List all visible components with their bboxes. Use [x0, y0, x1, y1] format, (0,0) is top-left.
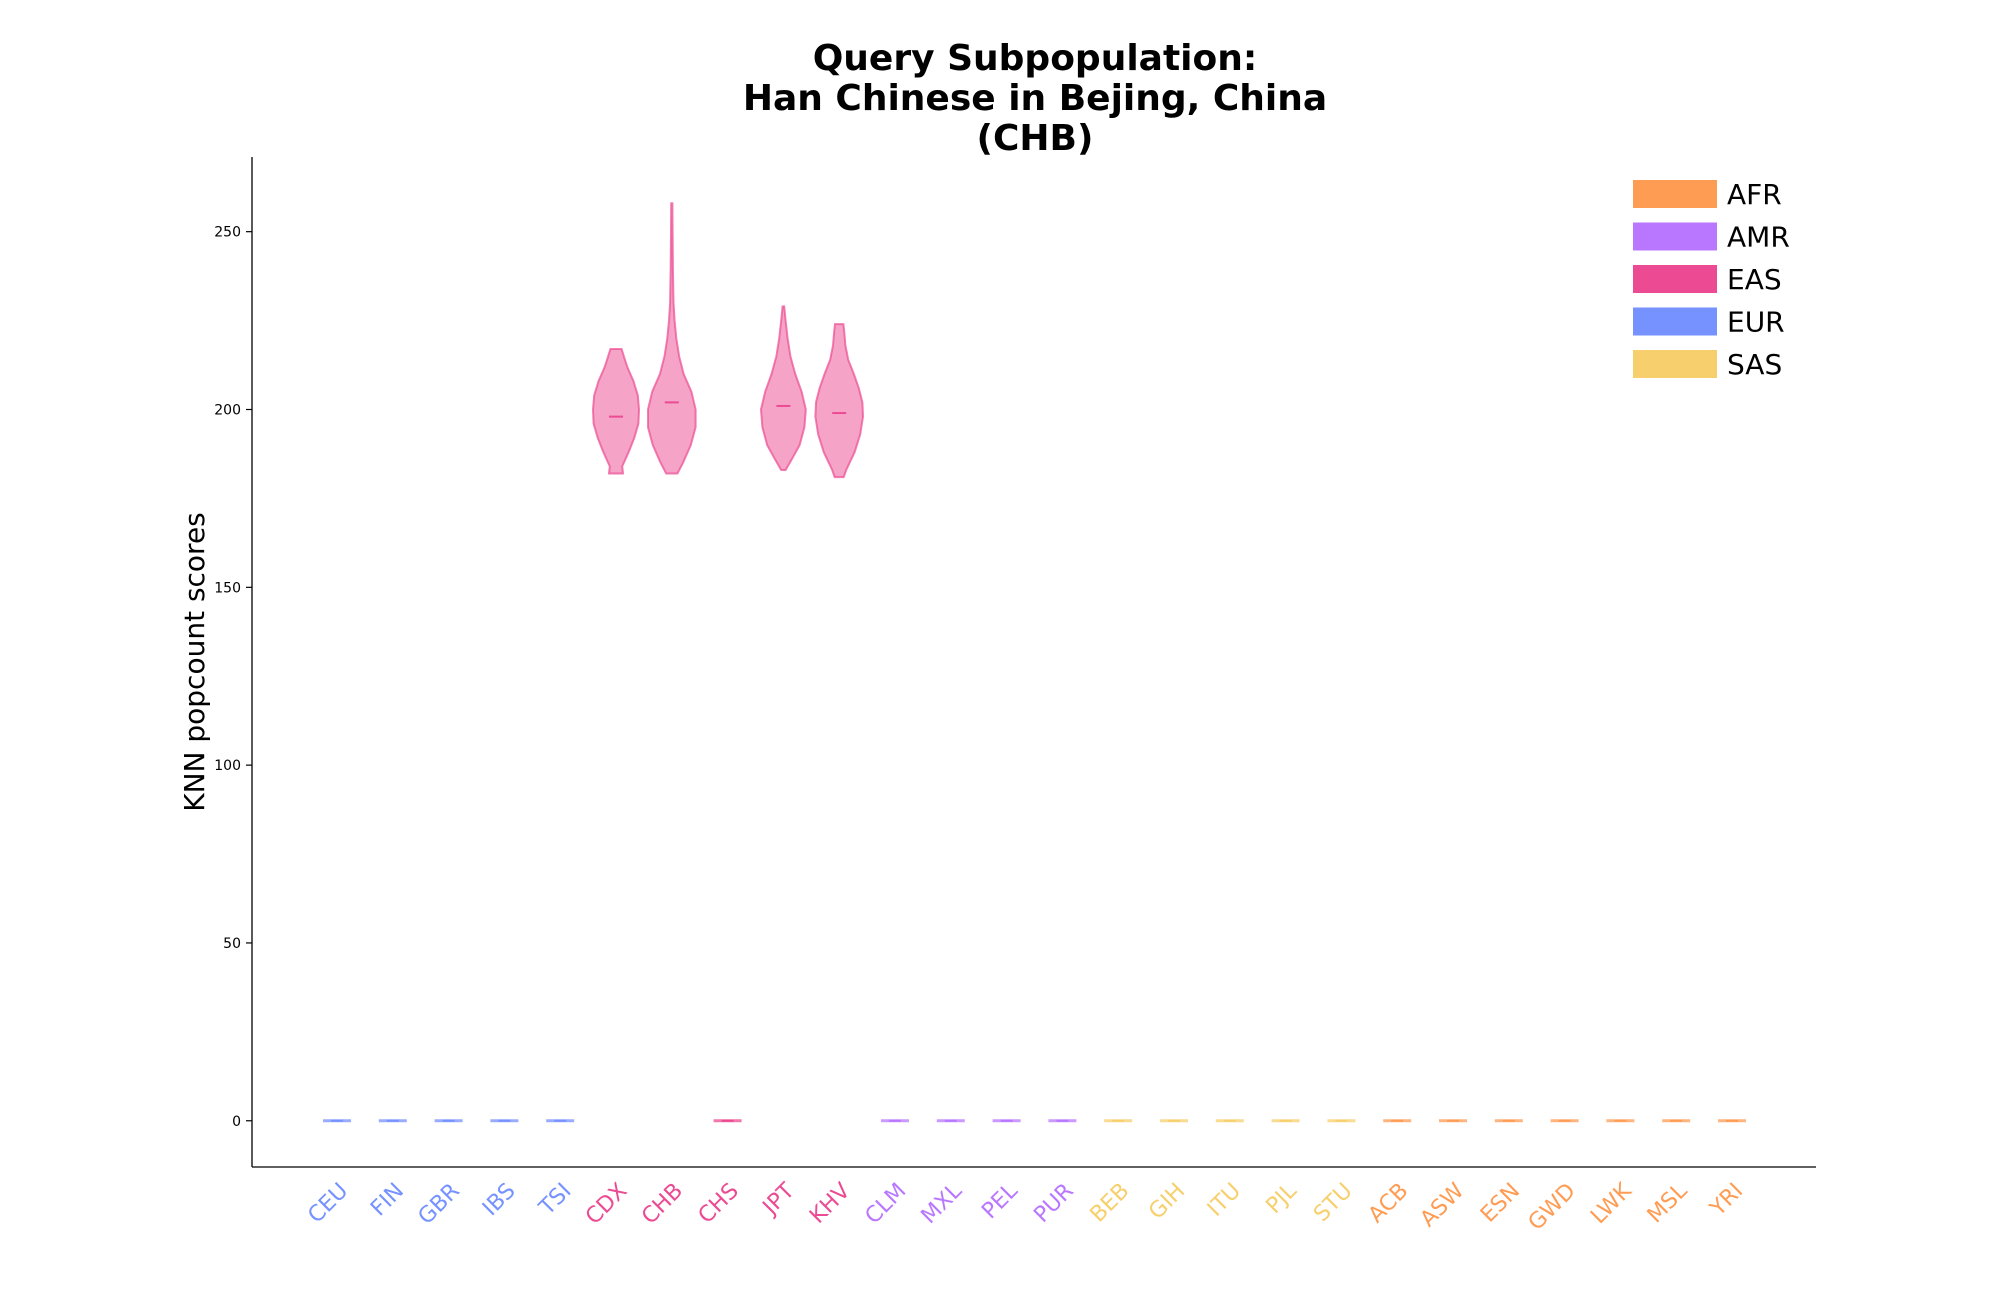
title-line-3: (CHB): [977, 118, 1094, 159]
x-tick-beb: BEB: [1086, 1179, 1135, 1228]
y-tick-label: 200: [214, 403, 241, 419]
x-tick-chb: CHB: [637, 1179, 688, 1230]
x-tick-ibs: IBS: [478, 1179, 521, 1222]
x-tick-chs: CHS: [694, 1179, 744, 1229]
x-tick-msl: MSL: [1643, 1178, 1693, 1228]
legend-label-eur: EUR: [1727, 306, 1785, 339]
legend-swatch-afr: [1633, 180, 1717, 208]
legend-swatch-sas: [1633, 350, 1717, 378]
x-tick-pjl: PJL: [1262, 1178, 1303, 1219]
x-tick-tsi: TSI: [534, 1179, 576, 1221]
x-tick-pur: PUR: [1029, 1179, 1078, 1228]
x-tick-stu: STU: [1309, 1179, 1357, 1227]
x-tick-itu: ITU: [1203, 1179, 1246, 1222]
legend-swatch-eur: [1633, 307, 1717, 336]
x-tick-pel: PEL: [977, 1178, 1023, 1224]
y-axis-label: KNN popcount scores: [178, 512, 211, 812]
legend-label-afr: AFR: [1727, 178, 1782, 211]
legend-swatch-amr: [1633, 222, 1717, 251]
x-tick-jpt: JPT: [757, 1178, 800, 1221]
y-tick-label: 150: [214, 580, 241, 596]
x-ticks: CEU FIN GBR IBS TSI CDX CHB CHS JPT KHV CLM MXL PEL P…: [303, 1178, 1748, 1236]
x-tick-yri: YRI: [1705, 1179, 1748, 1222]
chart-title: Query Subpopulation: Han Chinese in Beji…: [743, 38, 1327, 159]
x-tick-asw: ASW: [1416, 1178, 1470, 1232]
violin-jpt: [759, 305, 807, 471]
x-tick-ceu: CEU: [303, 1179, 353, 1229]
title-line-1: Query Subpopulation:: [813, 38, 1258, 79]
legend-swatch-eas: [1633, 265, 1717, 293]
x-tick-fin: FIN: [366, 1179, 409, 1222]
x-tick-cdx: CDX: [581, 1179, 632, 1230]
violin-khv: [814, 323, 865, 479]
x-tick-mxl: MXL: [917, 1178, 968, 1229]
x-tick-khv: KHV: [805, 1179, 855, 1229]
x-tick-gih: GIH: [1144, 1179, 1190, 1225]
legend-label-amr: AMR: [1727, 221, 1790, 254]
legend-label-sas: SAS: [1727, 348, 1782, 381]
y-tick-label: 100: [214, 758, 241, 774]
legend-label-eas: EAS: [1727, 263, 1782, 296]
x-tick-acb: ACB: [1364, 1179, 1414, 1229]
x-tick-gwd: GWD: [1524, 1179, 1581, 1236]
x-tick-esn: ESN: [1476, 1179, 1525, 1228]
violin-chb: [647, 202, 697, 475]
y-tick-label: 250: [214, 225, 241, 241]
y-tick-label: 50: [223, 936, 241, 952]
y-ticks: 0 50 100 150 200 250: [214, 225, 252, 1130]
y-tick-label: 0: [232, 1114, 241, 1130]
violin-cdx: [591, 348, 641, 475]
legend: AFR AMR EAS EUR SAS: [1633, 178, 1790, 381]
x-tick-gbr: GBR: [414, 1179, 465, 1230]
x-tick-lwk: LWK: [1586, 1178, 1637, 1229]
x-tick-clm: CLM: [861, 1179, 912, 1230]
violins: [323, 202, 1746, 1123]
title-line-2: Han Chinese in Bejing, China: [743, 78, 1327, 119]
axes: [251, 157, 1816, 1168]
